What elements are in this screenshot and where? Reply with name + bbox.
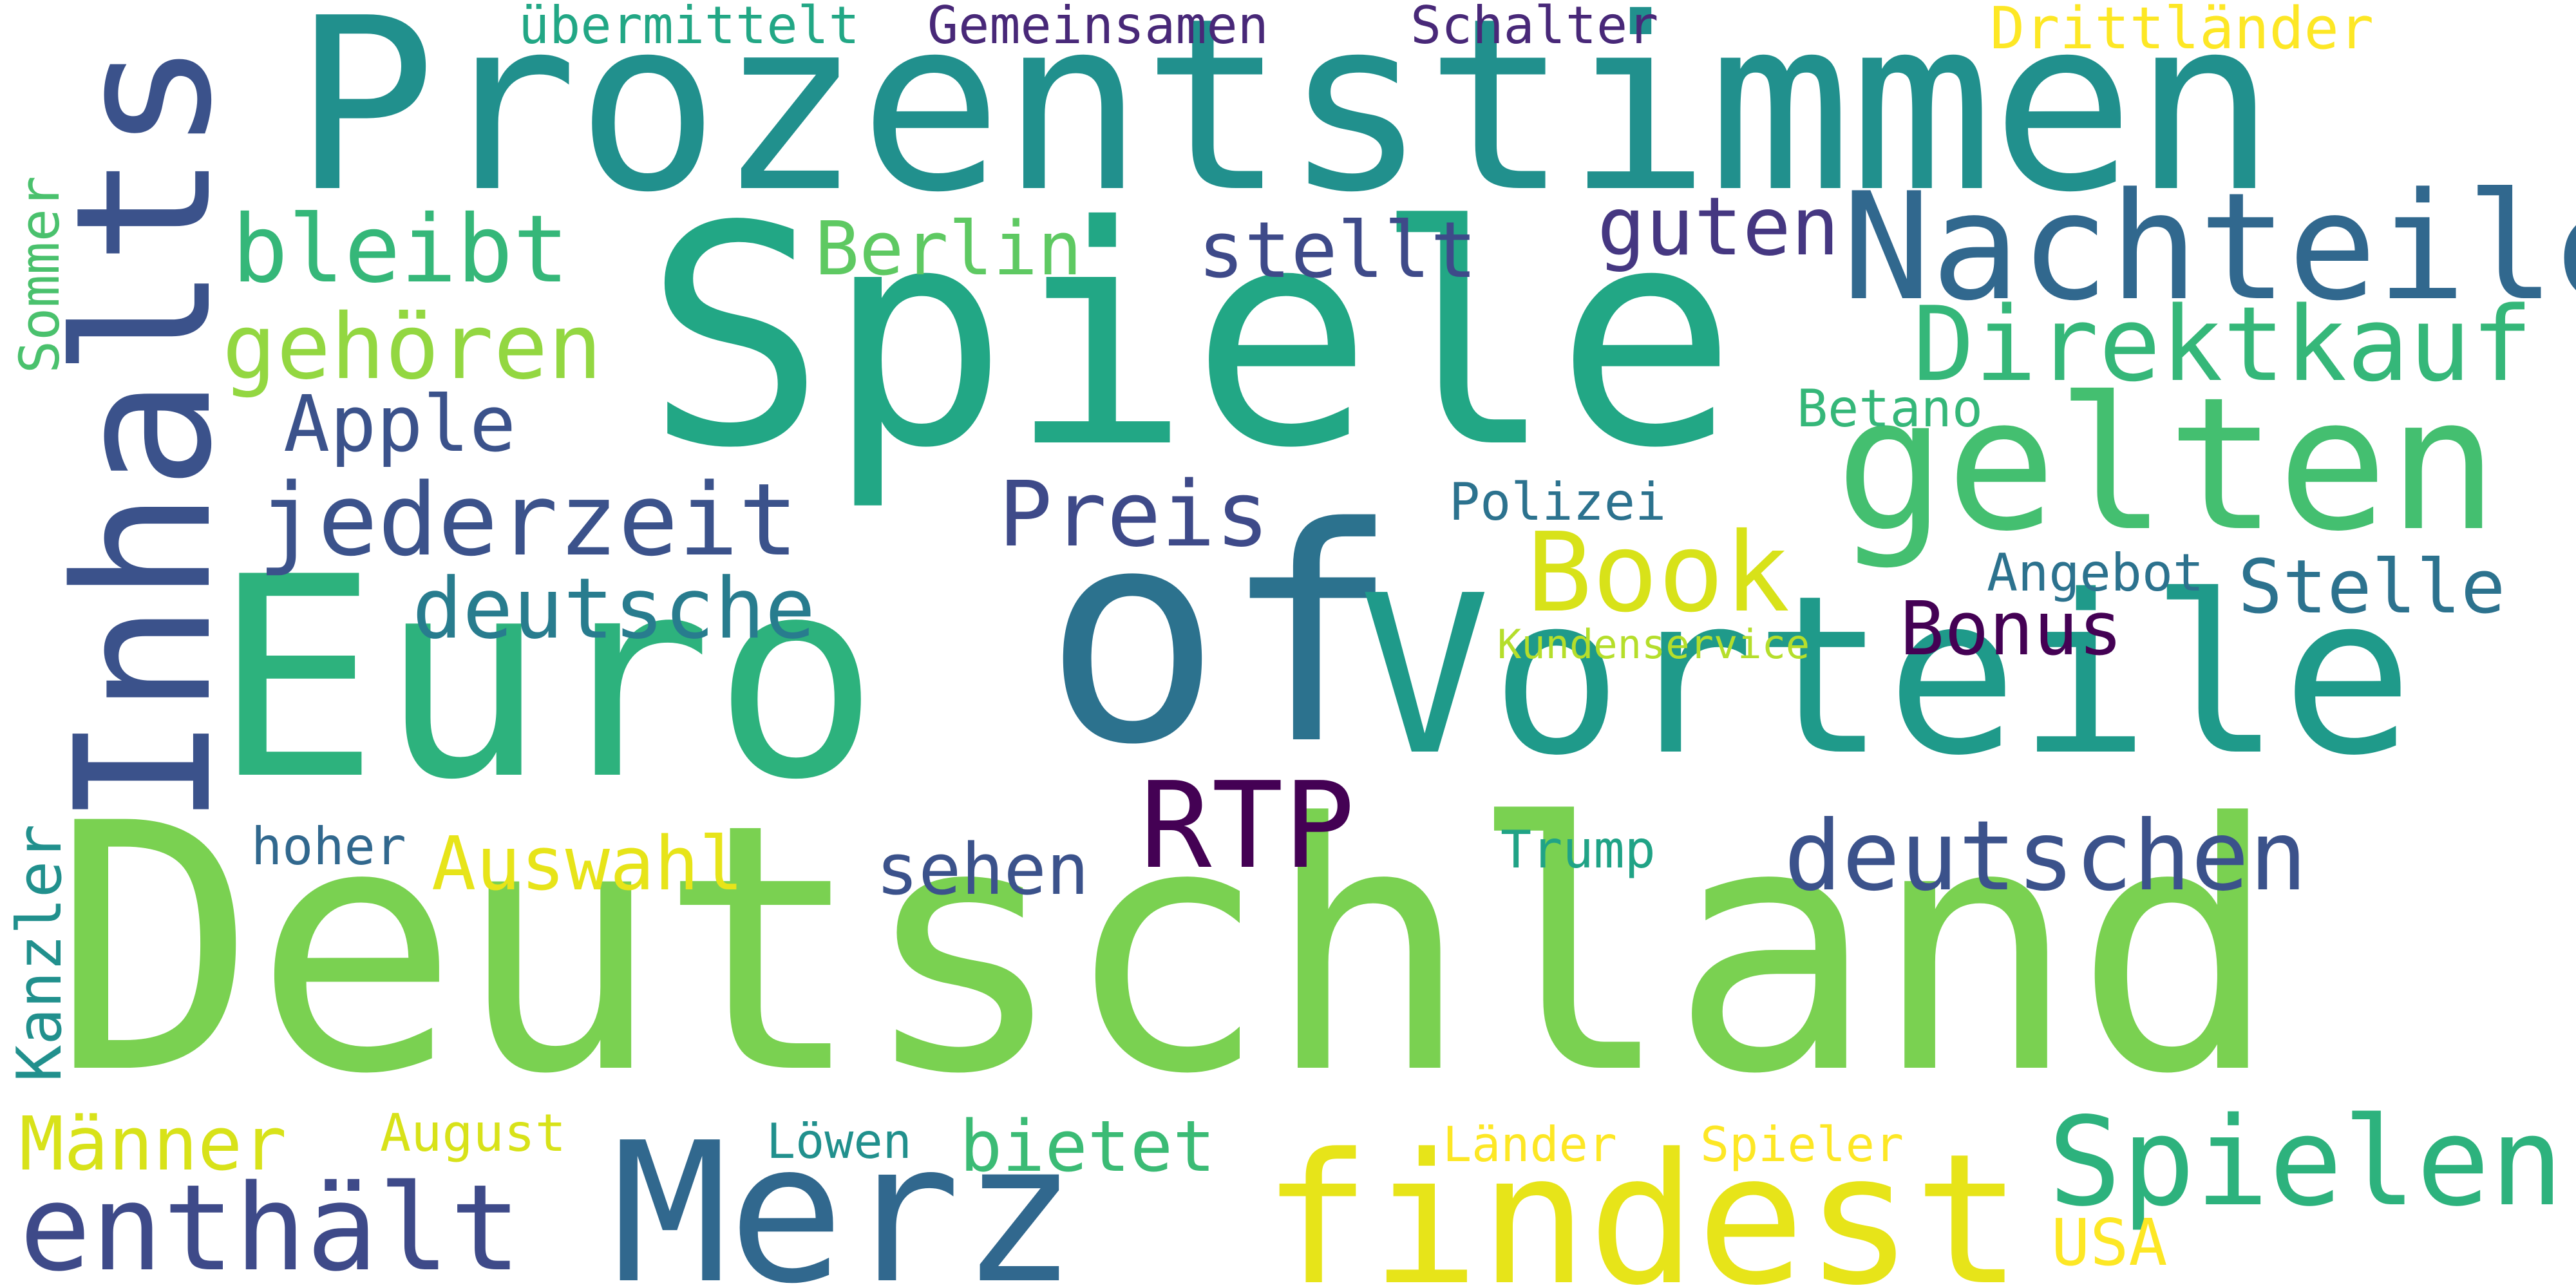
word-nachteile: Nachteile xyxy=(1842,162,2576,334)
word-kanzler: Kanzler xyxy=(5,824,75,1082)
word-bietet: bietet xyxy=(960,1105,1216,1188)
word-drittlaender: Drittländer xyxy=(1990,0,2374,62)
word-stellt: stellt xyxy=(1198,206,1477,296)
word-laender: Länder xyxy=(1443,1116,1617,1173)
word-guten: guten xyxy=(1597,180,1840,274)
word-deutsche: deutsche xyxy=(412,560,816,658)
word-hoher: hoher xyxy=(251,817,406,876)
word-sehen: sehen xyxy=(876,828,1090,911)
word-kundenservice: Kundenservice xyxy=(1497,621,1810,668)
word-preis: Preis xyxy=(998,462,1270,567)
word-spieler: Spieler xyxy=(1700,1116,1904,1173)
word-jederzeit: jederzeit xyxy=(258,462,799,578)
word-euro: Euro xyxy=(213,518,880,840)
word-deutschland: Deutschland xyxy=(52,751,2280,1148)
word-gelten: gelten xyxy=(1835,358,2499,572)
word-of: of xyxy=(1043,465,1400,810)
word-schalter: Schalter xyxy=(1410,0,1659,55)
word-bleibt: bleibt xyxy=(232,195,569,304)
word-spiele: Spiele xyxy=(644,162,1738,514)
word-august: August xyxy=(380,1103,566,1163)
word-direktkauf: Direktkauf xyxy=(1913,284,2533,404)
word-vorteile: Vorteile xyxy=(1359,549,2414,804)
word-sommer: Sommer xyxy=(8,175,72,374)
word-bonus: Bonus xyxy=(1900,586,2123,672)
word-spielen: Spielen xyxy=(2048,1091,2564,1233)
word-berlin: Berlin xyxy=(815,206,1083,292)
word-loewen: Löwen xyxy=(766,1113,912,1170)
word-angebot: Angebot xyxy=(1987,543,2204,603)
word-usa: USA xyxy=(2051,1205,2168,1280)
word-merz: Merz xyxy=(612,1101,1077,1288)
word-prozentstimmen: Prozentstimmen xyxy=(293,0,2277,245)
word-deutschen: deutschen xyxy=(1784,800,2307,913)
word-auswahl: Auswahl xyxy=(431,821,744,907)
word-gehoeren: gehören xyxy=(222,295,603,400)
word-maenner: Männer xyxy=(19,1101,287,1188)
word-enthaelt: enthält xyxy=(19,1159,522,1288)
word-betano: Betano xyxy=(1797,379,1983,439)
word-polizei: Polizei xyxy=(1449,472,1667,532)
word-stelle: Stelle xyxy=(2238,544,2506,630)
word-findest: findest xyxy=(1262,1115,2023,1288)
word-apple: Apple xyxy=(283,380,516,469)
word-book: Book xyxy=(1526,509,1790,637)
word-uebermittelt: übermittelt xyxy=(518,0,860,55)
word-gemeinsamen: Gemeinsamen xyxy=(927,0,1269,55)
word-inhalts: Inhalts xyxy=(36,40,253,828)
word-rtp: RTP xyxy=(1140,756,1356,895)
word-trump: Trump xyxy=(1501,820,1656,880)
